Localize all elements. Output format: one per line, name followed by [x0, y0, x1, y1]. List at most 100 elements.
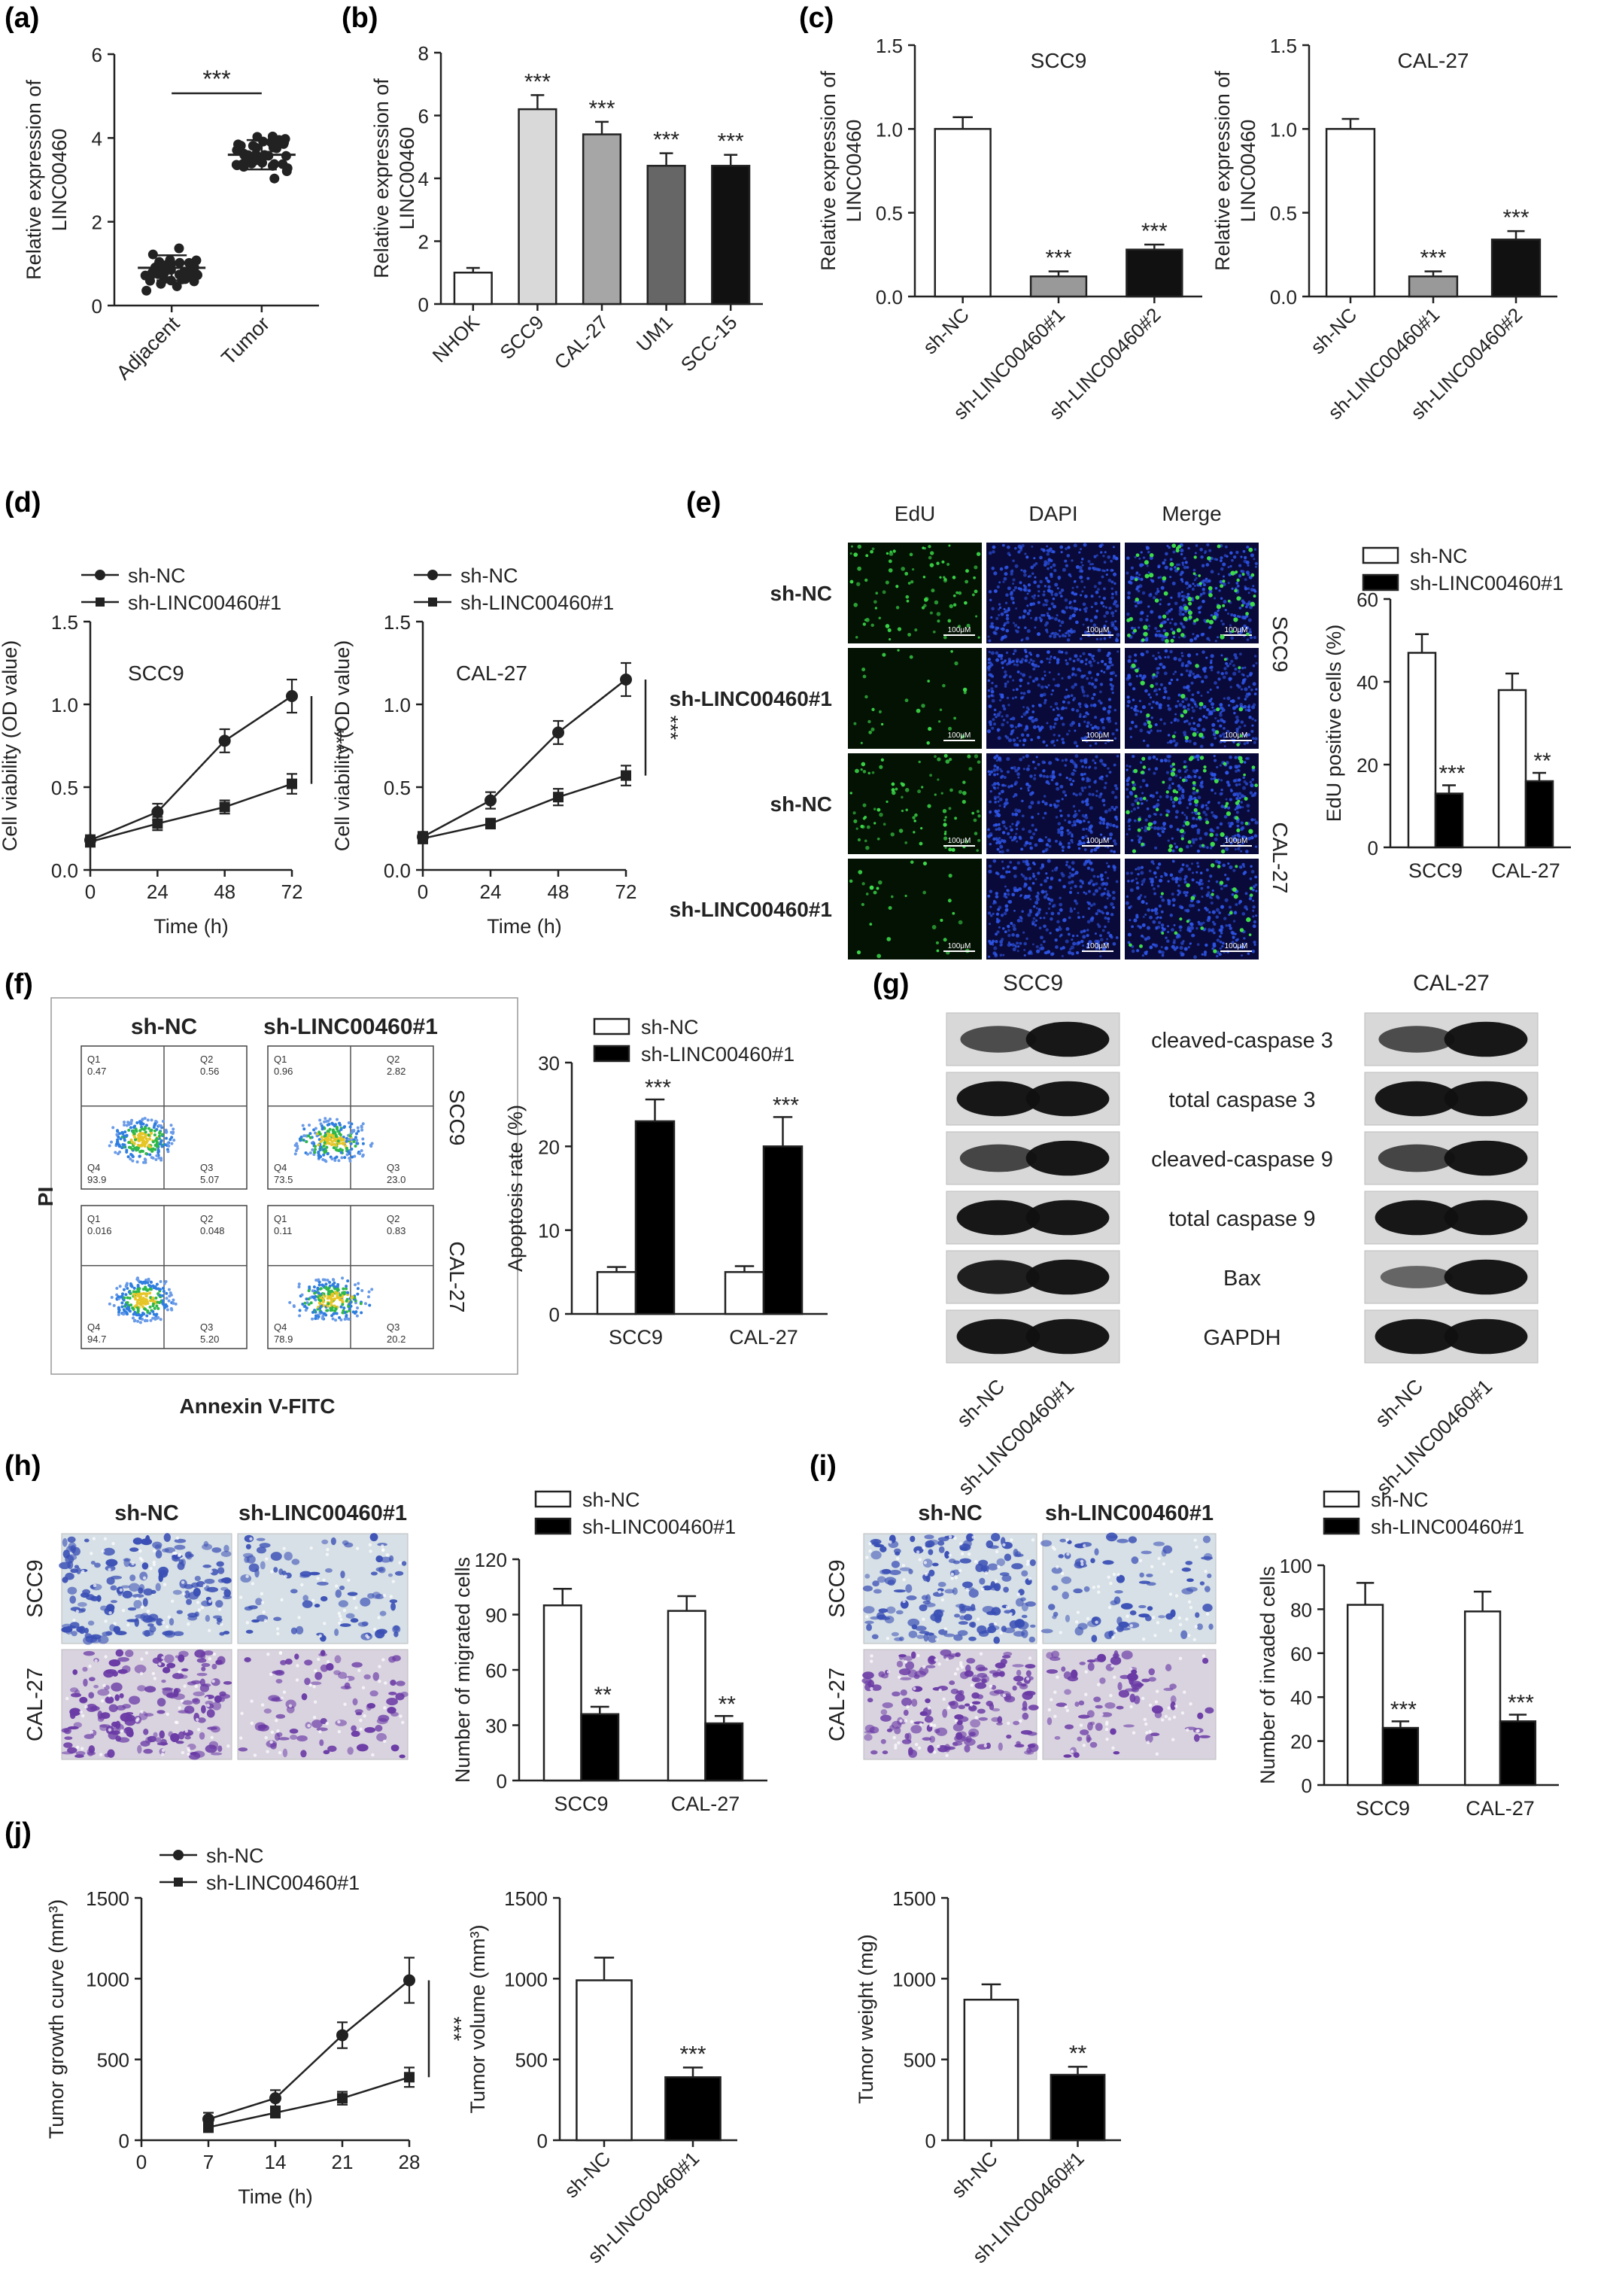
cell-dot	[1029, 658, 1033, 661]
cell-dot	[1017, 766, 1021, 770]
cell-dot	[1039, 866, 1044, 870]
y-axis-label: LINC00460	[1237, 120, 1259, 223]
cell-dot	[1065, 939, 1069, 944]
cell-dot	[1235, 797, 1239, 801]
flow-event	[131, 1159, 135, 1163]
cell-dot	[1126, 768, 1129, 771]
cell-dot	[1095, 637, 1099, 641]
cell-dot	[860, 768, 863, 771]
flow-event	[130, 1148, 134, 1151]
cell-dot	[1019, 915, 1022, 919]
cell-dot	[961, 734, 965, 739]
cell-dot	[1108, 636, 1112, 639]
cell-dot	[1043, 924, 1047, 929]
cell-dot	[1028, 784, 1031, 788]
flow-event	[355, 1132, 359, 1136]
cell-dot	[953, 716, 957, 720]
cell-dot	[1015, 832, 1018, 835]
cell-dot	[1027, 786, 1030, 790]
cell-dot	[1180, 941, 1184, 945]
cell-dot	[1003, 576, 1007, 581]
cell-dot	[996, 812, 1000, 817]
cell-dot	[1183, 877, 1186, 881]
y-axis-label: Relative expression of	[817, 71, 840, 271]
cell-dot	[922, 546, 925, 549]
cell-dot	[1131, 720, 1135, 725]
cell-dot	[1088, 682, 1092, 686]
cell-dot	[1013, 792, 1018, 797]
cell-dot	[1110, 935, 1113, 939]
cell-dot	[901, 795, 904, 799]
cell-dot	[1057, 799, 1061, 802]
cell-dot	[1107, 631, 1111, 635]
significance-stars: ***	[1502, 205, 1529, 230]
cell-dot	[1069, 909, 1074, 913]
cell-dot	[1049, 725, 1053, 728]
cell-dot	[1005, 908, 1009, 912]
scatter-point	[268, 142, 278, 153]
cell-dot	[1231, 835, 1235, 839]
cell-dot	[1216, 954, 1219, 958]
cell-dot	[1184, 893, 1188, 897]
cell-dot	[1115, 637, 1118, 640]
cell-dot	[1150, 826, 1153, 829]
cell-dot	[1105, 610, 1110, 615]
cell-dot	[1167, 925, 1170, 928]
cell-dot	[1159, 895, 1163, 899]
flow-event	[122, 1288, 126, 1291]
cell-dot	[962, 687, 968, 692]
cell-dot	[1102, 836, 1107, 840]
cell-dot	[1223, 736, 1226, 738]
cell-dot	[1005, 870, 1009, 874]
flow-event	[124, 1285, 128, 1288]
cell-dot	[1162, 695, 1166, 700]
y-tick-label: 20	[1356, 754, 1378, 777]
cell-dot	[1252, 915, 1255, 918]
cell-dot	[1074, 899, 1077, 903]
cell-dot	[1153, 908, 1158, 913]
flow-event	[336, 1148, 339, 1152]
flow-event	[336, 1294, 339, 1298]
cell-dot	[946, 562, 950, 566]
flow-event	[126, 1300, 129, 1304]
cell-dot	[1229, 551, 1233, 555]
cell-dot	[1174, 741, 1179, 746]
cell-dot	[1197, 795, 1202, 800]
cell-dot	[1253, 548, 1257, 551]
cell-dot	[1004, 685, 1007, 688]
flow-event	[298, 1314, 302, 1318]
cell-dot	[1023, 948, 1026, 951]
cell-dot	[876, 837, 880, 841]
cell-dot	[1178, 612, 1183, 616]
cell-dot	[1056, 633, 1059, 636]
cell-dot	[939, 708, 943, 711]
cell-dot	[1179, 573, 1183, 576]
cell-dot	[1252, 682, 1256, 686]
cell-dot	[1069, 630, 1074, 634]
cell-dot	[1171, 898, 1176, 902]
cell-dot	[1022, 569, 1027, 573]
flow-event	[163, 1282, 166, 1285]
cell-dot	[1113, 842, 1117, 846]
flow-event	[172, 1301, 175, 1305]
cell-dot	[1115, 638, 1119, 643]
cell-dot	[1198, 922, 1203, 926]
flow-event	[369, 1143, 372, 1147]
cell-dot	[1113, 572, 1117, 576]
edu-dot	[1238, 666, 1241, 670]
y-tick-label: 2	[418, 231, 429, 254]
edu-dot	[1223, 658, 1227, 661]
edu-dot	[1180, 633, 1185, 637]
cell-dot	[1065, 689, 1068, 692]
flow-event	[305, 1297, 308, 1301]
cell-dot	[1066, 829, 1070, 832]
flow-event	[356, 1126, 360, 1130]
cell-dot	[1210, 570, 1214, 574]
cell-dot	[1005, 616, 1010, 621]
data-point-square	[553, 792, 564, 803]
cell-dot	[904, 894, 907, 898]
cell-dot	[1094, 766, 1098, 770]
cell-dot	[1177, 800, 1182, 805]
cell-dot	[1151, 794, 1155, 798]
flow-event	[154, 1120, 158, 1124]
